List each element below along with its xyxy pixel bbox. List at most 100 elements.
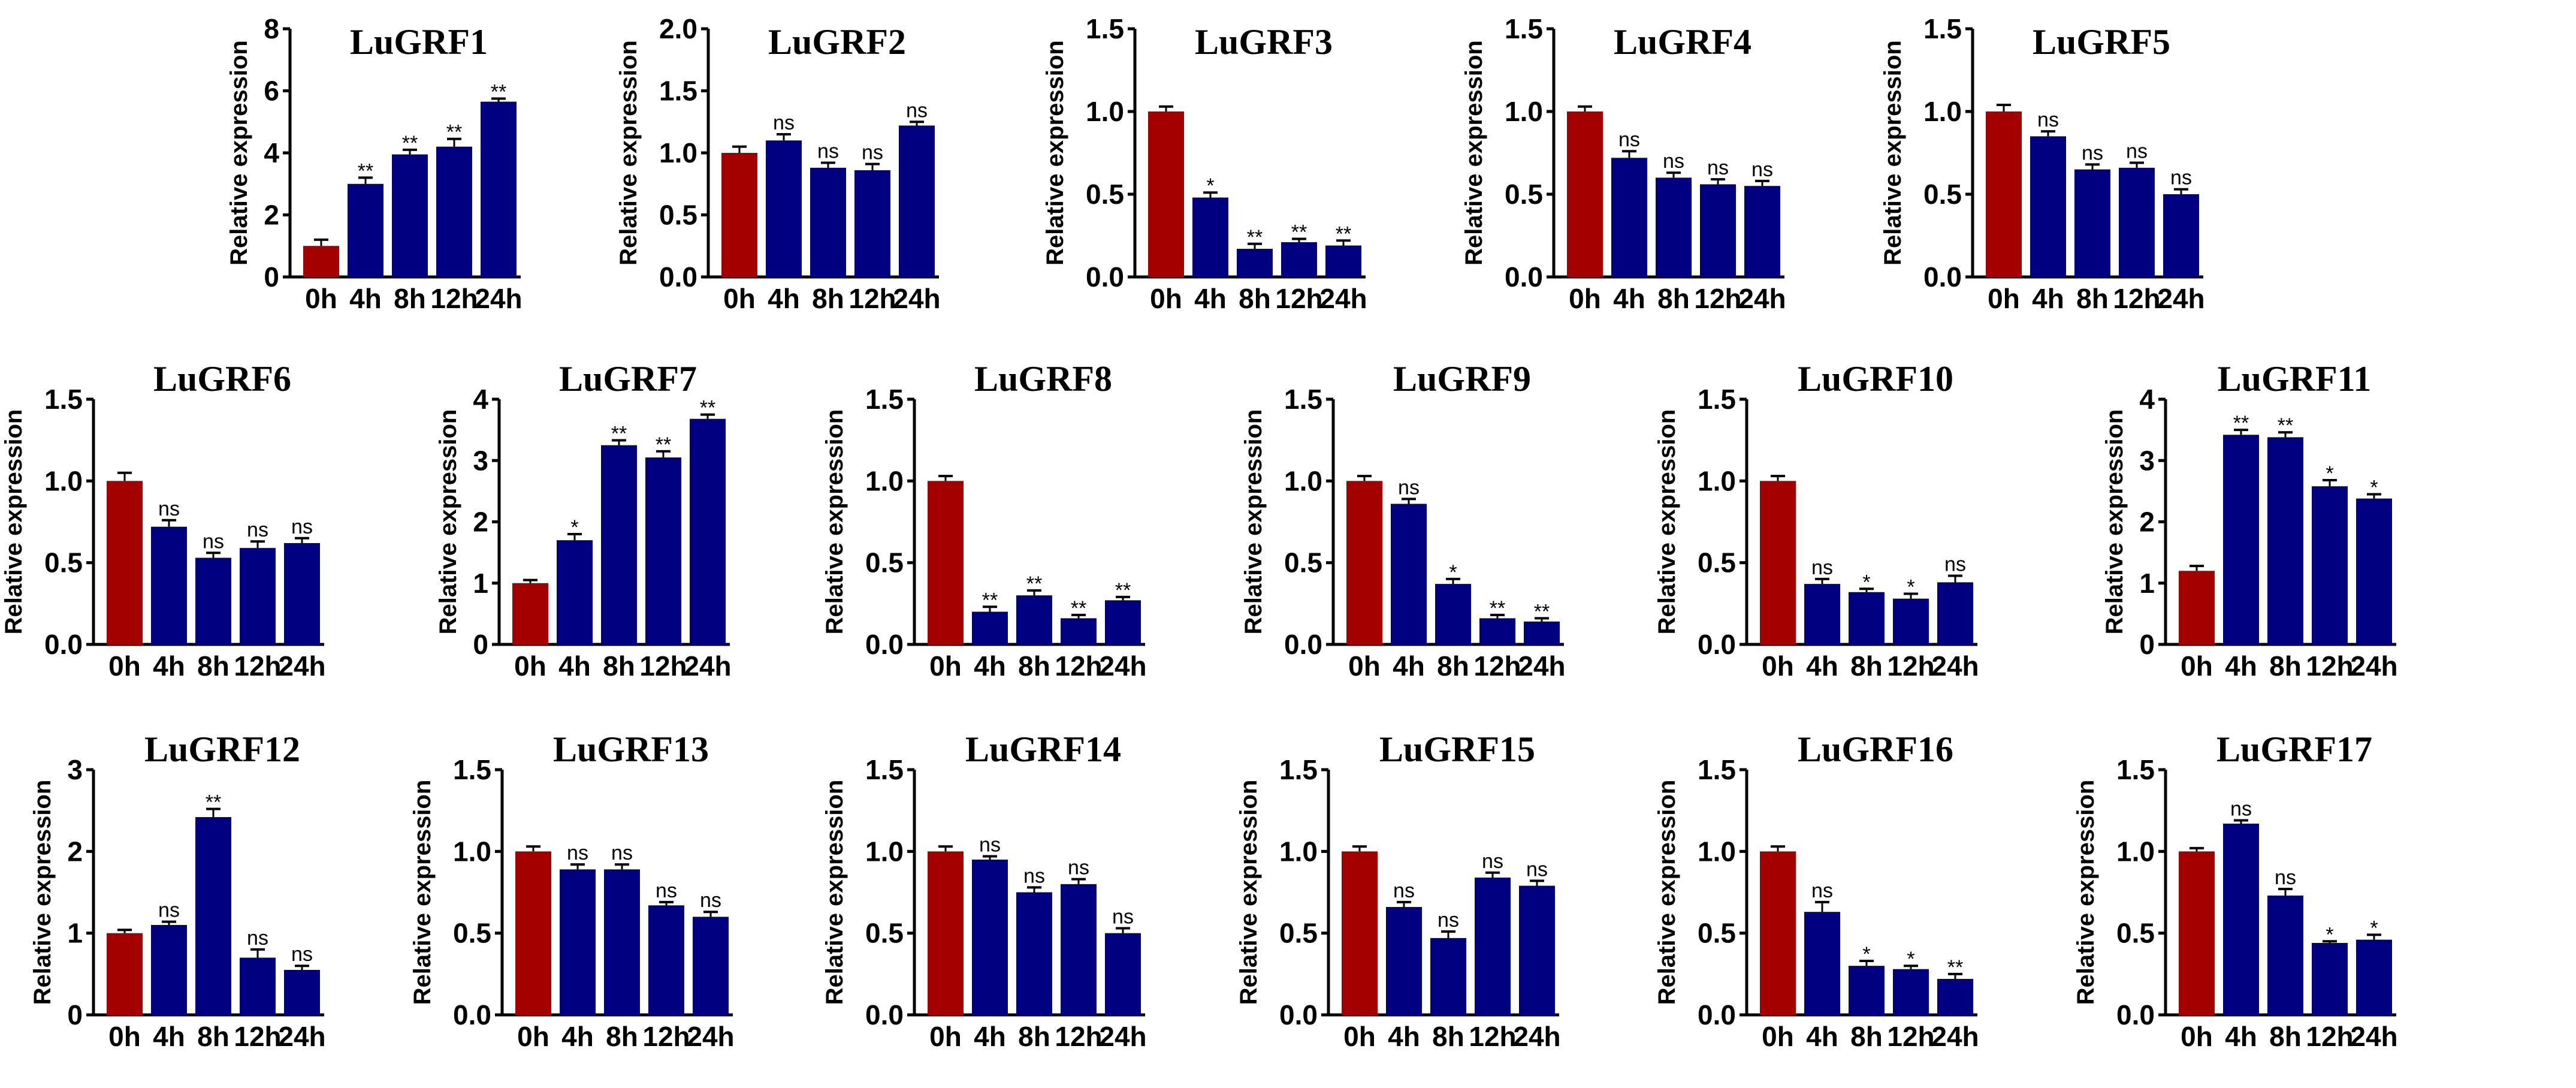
y-tick-label: 0.0 [865, 629, 904, 660]
x-tick-label: 4h [1806, 650, 1838, 682]
y-tick-label: 0.0 [659, 261, 697, 293]
y-tick-label: 0.5 [1923, 179, 1962, 210]
y-tick-label: 0.5 [865, 918, 904, 949]
y-tick-label: 0.5 [1698, 547, 1736, 578]
significance-label: ** [402, 132, 418, 155]
x-tick-label: 0h [1343, 1021, 1376, 1052]
x-tick-label: 8h [606, 1021, 638, 1052]
y-tick-label: 0.5 [659, 200, 697, 231]
x-tick-label: 4h [1194, 283, 1227, 314]
x-tick-label: 24h [1513, 1021, 1560, 1052]
significance-label: ns [656, 879, 677, 902]
bar-0h [512, 583, 548, 644]
y-axis-label: Relative expression [29, 780, 56, 1005]
significance-label: ns [1751, 158, 1773, 181]
bar-12h [645, 457, 681, 644]
x-tick-label: 12h [430, 283, 478, 314]
x-tick-label: 0h [1762, 1021, 1794, 1052]
panel-title: LuGRF16 [1798, 730, 1953, 769]
bar-12h [240, 548, 276, 644]
bar-8h [1430, 938, 1466, 1015]
y-axis-label: Relative expression [1042, 40, 1068, 266]
x-tick-label: 8h [2076, 283, 2109, 314]
x-tick-label: 4h [974, 650, 1006, 682]
x-tick-label: 0h [929, 650, 962, 682]
panel-lugrf2: 0.0 0.5 1.0 1.5 2.0 Relative expression LuGRF2… [615, 13, 941, 314]
bar-12h [2312, 943, 2348, 1015]
x-tick-label: 0h [108, 1021, 141, 1052]
bar-8h [601, 445, 637, 644]
significance-label: ns [1526, 858, 1548, 881]
x-tick-label: 0h [1150, 283, 1182, 314]
bar-0h [303, 246, 339, 277]
significance-label: ** [1291, 221, 1307, 244]
y-tick-label: 3 [67, 754, 83, 785]
bar-24h [2163, 194, 2199, 277]
significance-label: ns [1618, 128, 1640, 151]
y-tick-label: 0.0 [1698, 629, 1736, 660]
bar-12h [2119, 167, 2155, 277]
panel-lugrf8: 0.0 0.5 1.0 1.5 Relative expression LuGRF8 0h *… [822, 359, 1147, 682]
panel-lugrf5: 0.0 0.5 1.0 1.5 Relative expression LuGRF5 0h n… [1880, 13, 2205, 314]
y-tick-label: 1 [2139, 568, 2155, 599]
y-tick-label: 0 [2139, 629, 2155, 660]
x-tick-label: 0h [514, 650, 546, 682]
panel-lugrf14: 0.0 0.5 1.0 1.5 Relative expression LuGRF14 0h… [822, 730, 1147, 1052]
bar-4h [1386, 907, 1422, 1015]
y-tick-label: 1.5 [2116, 754, 2155, 785]
x-tick-label: 0h [929, 1021, 962, 1052]
significance-label: * [1862, 571, 1870, 593]
x-tick-label: 0h [305, 283, 337, 314]
y-tick-label: 1.0 [865, 836, 904, 867]
panel-lugrf4: 0.0 0.5 1.0 1.5 Relative expression LuGRF4 0h n… [1461, 13, 1786, 314]
x-tick-label: 4h [2032, 283, 2064, 314]
panel-title: LuGRF6 [153, 359, 291, 399]
significance-label: ns [2082, 141, 2103, 164]
x-tick-label: 12h [848, 283, 896, 314]
y-axis-label: Relative expression [435, 409, 461, 635]
bar-4h [151, 526, 187, 644]
y-tick-label: 1.5 [865, 384, 904, 415]
x-tick-label: 24h [1099, 650, 1146, 682]
bar-12h [1061, 618, 1097, 644]
x-tick-label: 8h [1432, 1021, 1464, 1052]
significance-label: ns [203, 530, 224, 553]
significance-label: ns [773, 111, 795, 134]
x-tick-label: 12h [234, 650, 281, 682]
bar-4h [1611, 158, 1647, 277]
x-tick-label: 24h [893, 283, 940, 314]
bar-24h [1105, 600, 1141, 644]
bar-24h [693, 917, 729, 1015]
panel-title: LuGRF4 [1614, 22, 1751, 62]
bar-0h [515, 851, 551, 1015]
y-tick-label: 1.5 [659, 76, 697, 107]
x-tick-label: 12h [2306, 650, 2353, 682]
bar-12h [1893, 598, 1929, 644]
bar-8h [1656, 177, 1692, 277]
panel-title: LuGRF10 [1798, 359, 1953, 399]
significance-label: ** [1947, 956, 1963, 979]
bar-12h [1893, 969, 1929, 1015]
bar-8h [1016, 892, 1052, 1015]
significance-label: ns [1707, 156, 1729, 179]
bar-12h [1700, 184, 1736, 277]
x-tick-label: 4h [2225, 650, 2257, 682]
bar-24h [2356, 939, 2392, 1015]
y-tick-label: 0.0 [865, 999, 904, 1030]
y-tick-label: 1.0 [1086, 96, 1124, 127]
bar-0h [1148, 111, 1184, 277]
y-tick-label: 0 [67, 999, 83, 1030]
significance-label: ns [1811, 556, 1833, 579]
y-tick-label: 1.0 [1279, 836, 1318, 867]
x-tick-label: 12h [1055, 650, 1102, 682]
bar-0h [1342, 851, 1378, 1015]
significance-label: ** [206, 791, 221, 813]
significance-label: ns [2170, 167, 2192, 189]
bar-4h [766, 140, 802, 277]
x-tick-label: 0h [517, 1021, 549, 1052]
bar-8h [392, 154, 428, 277]
significance-label: ns [291, 516, 313, 538]
y-tick-label: 3 [2139, 445, 2155, 476]
significance-label: ns [906, 99, 928, 122]
bar-8h [1435, 584, 1471, 644]
